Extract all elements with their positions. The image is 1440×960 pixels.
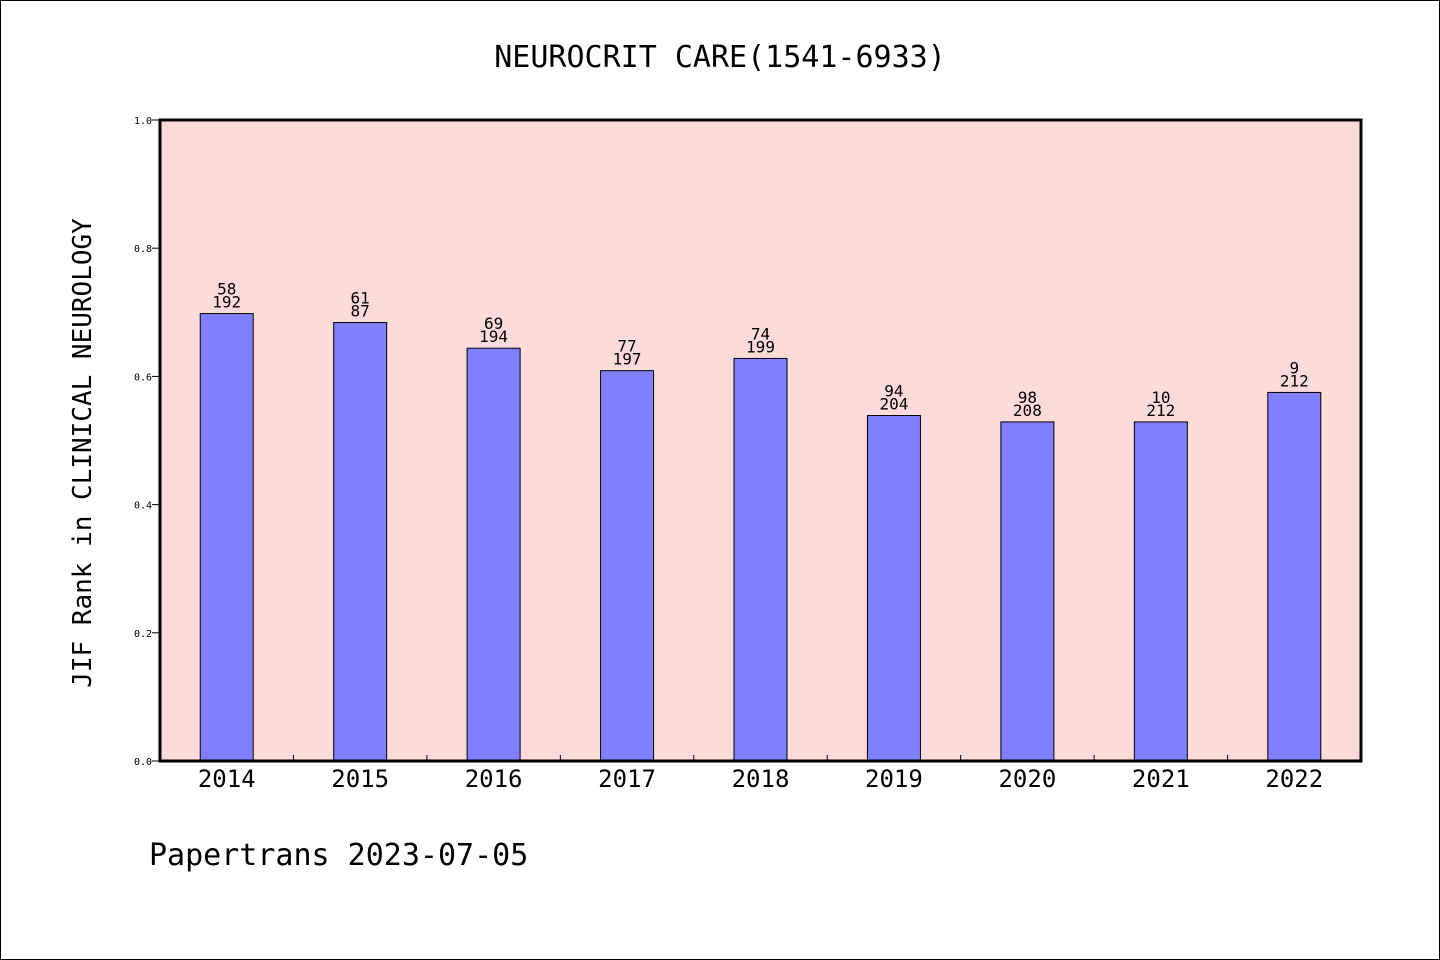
- y-tick-label: 0.8: [134, 244, 152, 255]
- y-tick-label: 0.2: [134, 629, 152, 640]
- x-tick-label: 2018: [732, 765, 790, 793]
- bar: [333, 322, 388, 762]
- bar-label-rank: 98: [1018, 388, 1037, 407]
- bar-label-rank: 94: [884, 382, 903, 401]
- footer-text: Papertrans 2023-07-05: [149, 838, 528, 873]
- bar-label-rank: 74: [751, 324, 770, 343]
- y-tick-label: 0.4: [134, 501, 152, 512]
- bar: [600, 370, 655, 762]
- x-tick-label: 2015: [331, 765, 389, 793]
- x-tick-label: 2019: [865, 765, 923, 793]
- chart-title: NEUROCRIT CARE(1541-6933): [494, 40, 946, 75]
- x-tick-label: 2017: [598, 765, 656, 793]
- bar-label-total: 204: [879, 395, 908, 414]
- x-tick-label: 2016: [465, 765, 523, 793]
- bar: [199, 313, 254, 762]
- bar-label-total: 212: [1146, 401, 1175, 420]
- bar-label-total: 208: [1013, 401, 1042, 420]
- x-tick-label: 2021: [1132, 765, 1190, 793]
- bars: [199, 313, 1322, 762]
- bar-label-total: 87: [351, 302, 370, 321]
- bar-label-rank: 77: [617, 337, 636, 356]
- y-tick-label: 0.6: [134, 372, 152, 383]
- bar: [1000, 421, 1055, 762]
- bar-label-rank: 58: [217, 280, 236, 299]
- y-tick-label: 1.0: [134, 116, 152, 127]
- bar: [866, 415, 921, 762]
- bar: [466, 347, 521, 762]
- bar: [733, 357, 788, 762]
- bar-label-rank: 69: [484, 314, 503, 333]
- bar-label-total: 212: [1280, 371, 1309, 390]
- bar: [1267, 391, 1322, 762]
- bar: [1133, 421, 1188, 762]
- plot-border: [158, 118, 1363, 763]
- bar-label-total: 194: [479, 327, 508, 346]
- y-tick-label: 0.0: [134, 757, 152, 768]
- y-axis-label: JIF Rank in CLINICAL NEUROLOGY: [68, 218, 98, 688]
- bar-label-rank: 10: [1151, 388, 1170, 407]
- x-tick-label: 2020: [998, 765, 1056, 793]
- bar-label-total: 192: [212, 293, 241, 312]
- x-tick-label: 2014: [198, 765, 256, 793]
- x-tick-label: 2022: [1265, 765, 1323, 793]
- bar-label-total: 199: [746, 337, 775, 356]
- bar-label-rank: 61: [351, 289, 370, 308]
- bar-label-rank: 9: [1289, 358, 1299, 377]
- bar-label-total: 197: [613, 350, 642, 369]
